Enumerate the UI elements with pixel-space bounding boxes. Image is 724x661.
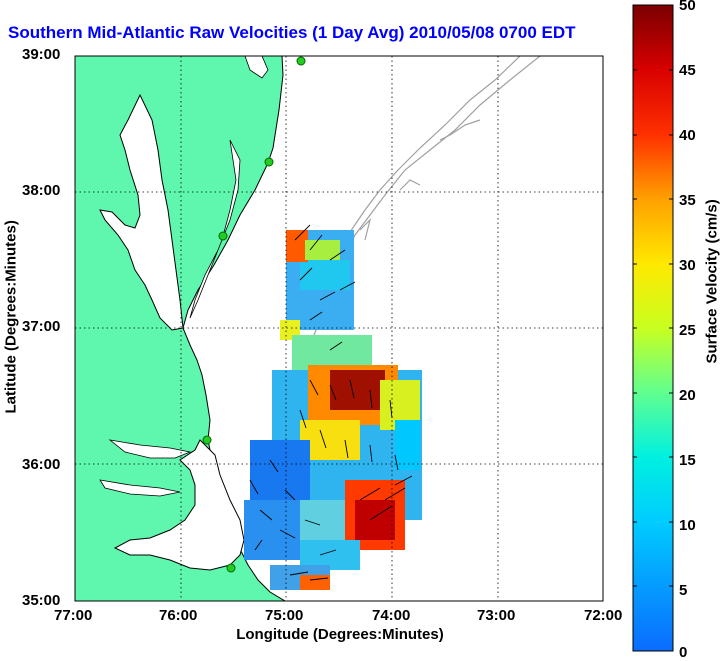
radar-stations (202, 56, 306, 573)
colorbar-ticks (633, 69, 673, 587)
radar-station-marker[interactable] (264, 157, 274, 167)
x-tick-label: 72:00 (584, 607, 623, 624)
velocity-vectors (249, 224, 413, 581)
x-tick-label: 74:00 (372, 607, 411, 624)
radar-station-marker[interactable] (296, 56, 306, 66)
chesapeake-bay (99, 93, 184, 331)
colorbar-tick-label: 5 (679, 582, 688, 599)
x-axis-label: Longitude (Degrees:Minutes) (236, 626, 444, 643)
pamlico-sound (113, 439, 245, 571)
radar-station-marker[interactable] (218, 231, 228, 241)
radar-station-marker[interactable] (202, 435, 212, 445)
colorbar-tick-label: 10 (679, 517, 696, 534)
colorbar-tick-label: 0 (679, 644, 688, 661)
y-tick-label: 35:00 (22, 592, 61, 609)
x-tick-label: 75:00 (265, 607, 304, 624)
colorbar-tick-label: 40 (679, 127, 696, 144)
colorbar-tick-label: 20 (679, 387, 696, 404)
x-tick-label: 77:00 (54, 607, 93, 624)
colorbar-tick-label: 15 (679, 452, 696, 469)
colorbar-tick-label: 45 (679, 62, 696, 79)
y-tick-label: 38:00 (22, 182, 61, 199)
colorbar-tick-label: 35 (679, 192, 696, 209)
y-tick-label: 36:00 (22, 456, 61, 473)
colorbar-tick-label: 25 (679, 322, 696, 339)
radar-station-marker[interactable] (226, 563, 236, 573)
y-tick-label: 39:00 (22, 46, 61, 63)
x-tick-label: 73:00 (477, 607, 516, 624)
colorbar-tick-label: 50 (679, 0, 696, 14)
colorbar-tick-label: 30 (679, 257, 696, 274)
graticule (75, 56, 603, 601)
map-frame (74, 55, 604, 602)
y-tick-label: 37:00 (22, 318, 61, 335)
x-tick-label: 76:00 (159, 607, 198, 624)
map-title: Southern Mid-Atlantic Raw Velocities (1 … (8, 23, 576, 42)
colorbar (632, 4, 674, 652)
